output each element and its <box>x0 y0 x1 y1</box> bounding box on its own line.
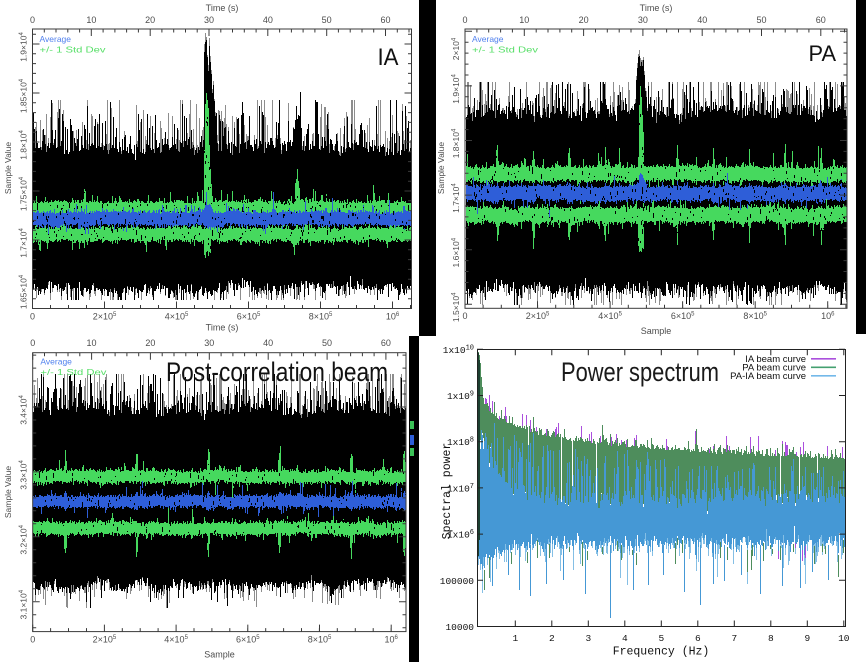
svg-text:1.65×104: 1.65×104 <box>19 274 29 309</box>
svg-text:6×105: 6×105 <box>237 312 261 322</box>
svg-text:+/- 1 Std Dev: +/- 1 Std Dev <box>40 367 107 377</box>
svg-text:5: 5 <box>658 633 664 644</box>
svg-text:0: 0 <box>30 15 35 25</box>
svg-text:4×105: 4×105 <box>598 311 622 321</box>
svg-text:Average: Average <box>472 34 504 44</box>
svg-text:Spectral power: Spectral power <box>441 443 454 540</box>
svg-text:Sample: Sample <box>204 650 235 660</box>
svg-text:Sample Value: Sample Value <box>436 142 446 195</box>
svg-text:3.4×104: 3.4×104 <box>19 395 29 425</box>
svg-text:9: 9 <box>804 633 810 644</box>
svg-text:2×105: 2×105 <box>93 312 117 322</box>
svg-text:50: 50 <box>322 15 332 25</box>
svg-text:Average: Average <box>40 34 72 44</box>
svg-text:1.7×104: 1.7×104 <box>451 183 461 213</box>
svg-text:IA beam curve: IA beam curve <box>745 354 806 365</box>
svg-text:40: 40 <box>263 15 273 25</box>
svg-text:4×105: 4×105 <box>165 312 189 322</box>
svg-text:50: 50 <box>322 338 332 348</box>
svg-text:60: 60 <box>381 338 391 348</box>
svg-text:10000: 10000 <box>445 622 474 633</box>
svg-text:Sample Value: Sample Value <box>3 142 13 195</box>
svg-text:60: 60 <box>816 15 826 25</box>
svg-text:60: 60 <box>380 15 390 25</box>
svg-text:Frequency (Hz): Frequency (Hz) <box>613 646 710 659</box>
svg-text:30: 30 <box>638 15 648 25</box>
svg-text:20: 20 <box>579 15 589 25</box>
svg-text:Sample: Sample <box>641 326 672 336</box>
svg-text:40: 40 <box>263 338 273 348</box>
svg-text:10: 10 <box>519 15 529 25</box>
svg-text:50: 50 <box>756 15 766 25</box>
svg-text:2×105: 2×105 <box>526 311 550 321</box>
svg-text:4×105: 4×105 <box>164 635 188 645</box>
svg-text:IA: IA <box>378 44 399 71</box>
svg-text:1x106: 1x106 <box>447 529 474 541</box>
svg-text:1.8×104: 1.8×104 <box>451 128 461 158</box>
svg-text:Sample Value: Sample Value <box>3 466 13 519</box>
svg-text:1.9×104: 1.9×104 <box>451 73 461 103</box>
svg-text:1.6×104: 1.6×104 <box>451 237 461 267</box>
svg-text:1x107: 1x107 <box>447 483 474 495</box>
svg-text:10: 10 <box>838 633 850 644</box>
svg-text:1x108: 1x108 <box>447 437 474 449</box>
svg-text:3.3×104: 3.3×104 <box>19 459 29 489</box>
svg-text:2×105: 2×105 <box>93 635 117 645</box>
svg-text:Time (s): Time (s) <box>640 3 673 13</box>
svg-text:6×105: 6×105 <box>671 311 695 321</box>
svg-text:106: 106 <box>385 635 399 645</box>
svg-text:1x109: 1x109 <box>447 391 474 403</box>
svg-text:106: 106 <box>386 312 400 322</box>
svg-text:30: 30 <box>204 15 214 25</box>
svg-text:4: 4 <box>622 633 628 644</box>
svg-text:2×104: 2×104 <box>451 37 461 60</box>
svg-text:1: 1 <box>512 633 518 644</box>
svg-text:1.85×104: 1.85×104 <box>19 78 29 113</box>
svg-text:1.7×104: 1.7×104 <box>19 228 29 258</box>
svg-text:1.8×104: 1.8×104 <box>19 130 29 160</box>
svg-text:Time (s): Time (s) <box>206 323 239 333</box>
svg-text:Average: Average <box>40 357 72 367</box>
svg-text:Power spectrum: Power spectrum <box>561 357 719 387</box>
svg-text:20: 20 <box>145 15 155 25</box>
svg-text:1.75×104: 1.75×104 <box>19 176 29 211</box>
svg-text:10: 10 <box>86 15 96 25</box>
svg-text:+/- 1 Std Dev: +/- 1 Std Dev <box>472 45 539 55</box>
svg-text:8×105: 8×105 <box>308 635 332 645</box>
svg-text:8×105: 8×105 <box>743 311 767 321</box>
svg-text:106: 106 <box>821 311 835 321</box>
svg-text:Post-correlation beam: Post-correlation beam <box>166 357 388 387</box>
svg-text:0: 0 <box>30 312 35 322</box>
svg-text:Time (s): Time (s) <box>206 3 239 13</box>
svg-text:8: 8 <box>768 633 774 644</box>
svg-text:8×105: 8×105 <box>309 312 333 322</box>
svg-text:10: 10 <box>87 338 97 348</box>
svg-text:6×105: 6×105 <box>236 635 260 645</box>
svg-text:40: 40 <box>697 15 707 25</box>
svg-text:1.5×104: 1.5×104 <box>451 292 461 322</box>
svg-text:+/- 1 Std Dev: +/- 1 Std Dev <box>40 45 107 55</box>
svg-text:1x1010: 1x1010 <box>443 344 474 356</box>
svg-text:0: 0 <box>30 338 35 348</box>
svg-text:PA beam curve: PA beam curve <box>742 363 806 374</box>
svg-text:0: 0 <box>462 15 467 25</box>
svg-text:3: 3 <box>585 633 591 644</box>
svg-text:3.1×104: 3.1×104 <box>19 589 29 619</box>
svg-text:0: 0 <box>462 311 467 321</box>
svg-text:PA: PA <box>809 41 837 66</box>
svg-text:100000: 100000 <box>440 576 475 587</box>
svg-text:2: 2 <box>549 633 555 644</box>
svg-text:1.9×104: 1.9×104 <box>19 32 29 62</box>
svg-text:7: 7 <box>731 633 737 644</box>
svg-text:0: 0 <box>30 635 35 645</box>
svg-text:3.2×104: 3.2×104 <box>19 524 29 554</box>
svg-text:6: 6 <box>695 633 701 644</box>
svg-text:30: 30 <box>204 338 214 348</box>
svg-text:PA-IA beam curve: PA-IA beam curve <box>730 371 806 382</box>
svg-text:20: 20 <box>145 338 155 348</box>
